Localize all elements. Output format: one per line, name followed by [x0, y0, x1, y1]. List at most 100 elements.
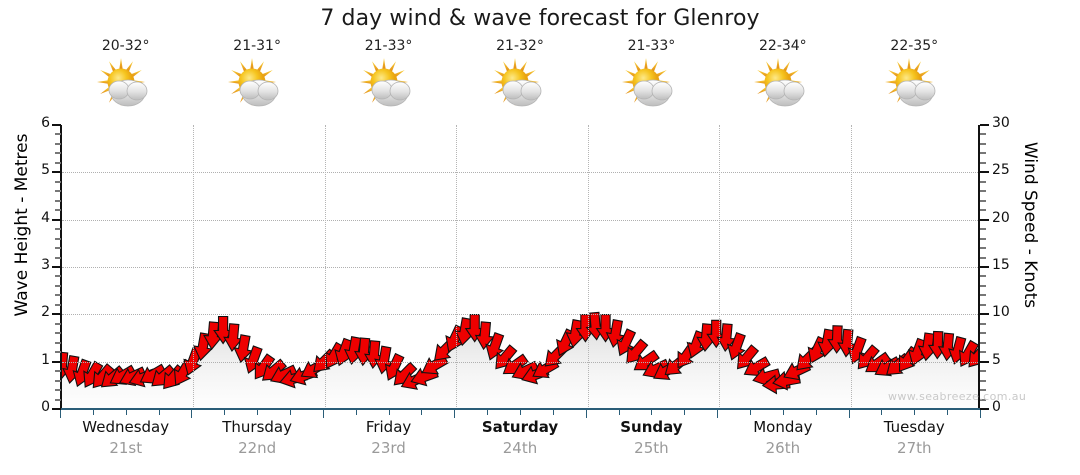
x-axis-minor-tick — [782, 410, 784, 415]
y-axis-right-tick — [980, 360, 989, 363]
y-axis-left-minor-tick — [55, 256, 61, 259]
day-divider-gridline — [850, 125, 852, 409]
y-axis-right-tick — [980, 408, 989, 410]
day-label: Thursday 22nd — [191, 418, 322, 468]
y-axis-left-minor-tick — [55, 237, 61, 240]
y-axis-right-minor-tick — [980, 389, 986, 392]
y-axis-right-minor-tick — [980, 152, 986, 155]
day-date: 24th — [502, 439, 538, 457]
y-axis-left-tick-label: 6 — [41, 115, 50, 131]
day-divider-gridline — [324, 125, 326, 409]
day-header: 20-32° — [60, 38, 191, 124]
x-axis-major-tick — [60, 410, 61, 418]
day-label: Monday 26th — [717, 418, 848, 468]
x-axis-minor-tick — [947, 410, 949, 415]
x-axis-minor-tick — [487, 410, 489, 415]
day-date: 27th — [897, 439, 932, 457]
y-axis-right-tick-label: 25 — [992, 162, 1010, 179]
y-axis-left-minor-tick — [55, 322, 61, 325]
x-axis-major-tick — [322, 410, 324, 418]
x-axis-major-tick — [848, 410, 850, 418]
wind-arrow — [908, 337, 927, 367]
y-axis-left-minor-tick — [55, 161, 61, 164]
day-temperature-range: 22-35° — [890, 38, 939, 54]
day-name: Saturday — [481, 418, 559, 436]
y-axis-left-minor-tick — [55, 209, 61, 212]
y-axis-right-tick-label: 20 — [992, 209, 1010, 226]
x-axis-minor-tick — [290, 410, 291, 415]
plot-area — [60, 125, 980, 409]
sun-behind-cloud-icon — [359, 58, 410, 107]
y-axis-left-minor-tick — [55, 133, 61, 136]
day-name: Tuesday — [883, 418, 945, 436]
y-axis-left-tick-label: 2 — [41, 304, 50, 321]
y-axis-left-tick — [52, 266, 61, 268]
y-axis-left-tick-label: 5 — [41, 162, 50, 179]
day-divider-gridline — [719, 125, 721, 409]
x-axis-minor-tick — [750, 410, 751, 415]
y-axis-right-minor-tick — [980, 294, 986, 297]
y-axis-left-tick — [52, 360, 61, 363]
day-date: 25th — [634, 439, 669, 457]
day-date: 22nd — [238, 439, 277, 457]
watermark: www.seabreeze.com.au — [888, 390, 1027, 403]
wind-arrow — [213, 315, 234, 345]
day-temperature-range: 20-32° — [101, 38, 150, 54]
day-name: Sunday — [620, 418, 683, 436]
x-axis-minor-tick — [684, 410, 686, 415]
day-divider-gridline — [193, 125, 195, 409]
y-axis-left-minor-tick — [55, 303, 61, 306]
y-axis-right-minor-tick — [980, 190, 986, 193]
y-axis-right-tick — [980, 266, 989, 268]
x-axis-major-tick — [191, 410, 193, 418]
y-axis-left-minor-tick — [55, 275, 61, 278]
x-axis-major-tick — [454, 410, 456, 418]
y-axis-left-tick-label: 4 — [41, 209, 50, 226]
y-axis-right-minor-tick — [980, 142, 986, 145]
y-axis-right-minor-tick — [980, 199, 986, 202]
day-header: 21-33° — [586, 38, 717, 124]
x-axis-minor-tick — [520, 410, 521, 415]
day-label: Sunday 25th — [586, 418, 717, 468]
x-axis-major-tick — [717, 410, 719, 418]
day-label: Wednesday 21st — [60, 418, 191, 468]
day-divider-gridline — [456, 125, 458, 409]
gridline — [62, 219, 978, 221]
gridline — [62, 267, 978, 268]
y-axis-left-minor-tick — [55, 389, 61, 392]
day-label: Saturday 24th — [454, 418, 585, 468]
day-date: 21st — [109, 439, 143, 457]
x-axis-baseline — [60, 408, 980, 410]
y-axis-right-minor-tick — [980, 332, 986, 335]
day-temperature-range: 22-34° — [759, 38, 807, 54]
wind-arrow-series — [62, 311, 978, 395]
wind-arrow — [605, 319, 626, 349]
day-label: Friday 23rd — [323, 418, 454, 468]
day-weather-icon — [717, 58, 848, 118]
sun-behind-cloud-icon — [883, 58, 945, 118]
y-axis-right-minor-tick — [980, 379, 986, 382]
day-name: Thursday — [222, 418, 292, 436]
sun-behind-cloud-icon — [489, 58, 551, 118]
day-header: 22-34° — [717, 38, 848, 124]
x-axis-minor-tick — [618, 410, 620, 415]
y-axis-right-minor-tick — [980, 133, 986, 136]
sun-behind-cloud-icon — [620, 58, 682, 118]
x-axis-minor-tick — [125, 410, 127, 415]
wind-arrow — [743, 356, 771, 377]
x-axis-minor-tick — [651, 410, 653, 415]
y-axis-right-tick — [980, 218, 989, 221]
y-axis-right-minor-tick — [980, 398, 986, 401]
sun-behind-cloud-icon — [752, 58, 814, 118]
wind-arrow — [485, 332, 505, 361]
y-axis-right-tick-label: 5 — [992, 351, 1001, 368]
y-axis-right-tick — [980, 313, 989, 316]
y-axis-right-minor-tick — [980, 237, 986, 240]
day-weather-icon — [323, 58, 454, 118]
y-axis-right-minor-tick — [980, 247, 986, 250]
day-name: Wednesday — [82, 418, 170, 436]
sun-behind-cloud-icon — [885, 58, 936, 107]
y-axis-left-title: Wave Height - Metres — [12, 133, 32, 317]
x-axis-minor-tick — [158, 410, 160, 415]
wind-arrow — [464, 314, 485, 343]
